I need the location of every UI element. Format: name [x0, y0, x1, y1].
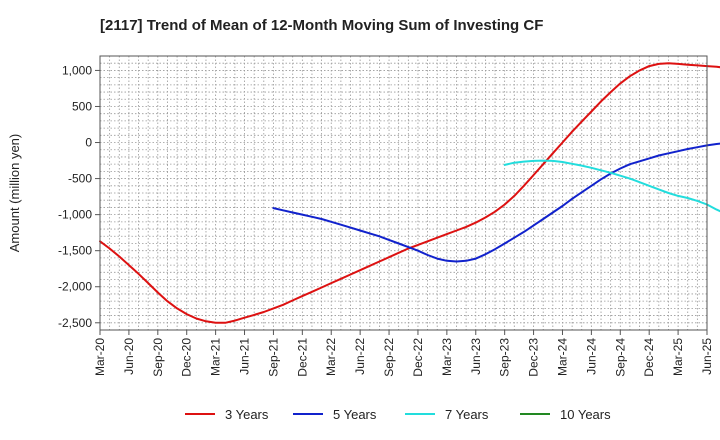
x-tick-label: Mar-25 — [671, 338, 685, 376]
y-tick-label: -2,000 — [58, 280, 92, 294]
x-tick-label: Jun-20 — [122, 338, 136, 375]
y-tick-label: 1,000 — [62, 63, 92, 77]
x-tick-label: Dec-20 — [180, 338, 194, 377]
plot-area — [100, 56, 707, 330]
legend-label-3-years: 3 Years — [225, 407, 269, 422]
x-tick-label: Mar-22 — [324, 338, 338, 376]
legend-label-10-years: 10 Years — [560, 407, 611, 422]
series-line-5-years — [272, 142, 720, 263]
y-tick-label: -2,500 — [58, 316, 92, 330]
series-lines — [99, 62, 720, 324]
x-tick-labels: Mar-20 Jun-20 Sep-20 Dec-20 Mar-21 Jun-21 Sep-… — [93, 330, 714, 377]
y-tick-label: 0 — [85, 136, 92, 150]
legend-label-7-years: 7 Years — [445, 407, 489, 422]
grid — [99, 55, 708, 331]
x-tick-label: Dec-24 — [642, 338, 656, 377]
series-line-3-years — [99, 62, 720, 324]
x-tick-label: Jun-24 — [584, 338, 598, 375]
y-tick-label: -500 — [68, 172, 92, 186]
x-tick-label: Sep-21 — [266, 338, 280, 377]
x-tick-label: Dec-23 — [527, 338, 541, 377]
x-tick-label: Mar-23 — [440, 338, 454, 376]
x-tick-label: Sep-24 — [613, 338, 627, 377]
x-tick-label: Mar-21 — [209, 338, 223, 376]
y-tick-labels: 1,000 500 0 -500 -1,000 -1,500 -2,000 -2,500 — [58, 63, 100, 330]
x-tick-label: Dec-22 — [411, 338, 425, 377]
y-axis-label: Amount (million yen) — [7, 134, 22, 253]
x-tick-label: Dec-21 — [295, 338, 309, 377]
x-tick-label: Mar-20 — [93, 338, 107, 376]
legend-label-5-years: 5 Years — [333, 407, 377, 422]
x-tick-label: Sep-23 — [498, 338, 512, 377]
x-tick-label: Sep-22 — [382, 338, 396, 377]
y-tick-label: -1,500 — [58, 244, 92, 258]
x-tick-label: Sep-20 — [151, 338, 165, 377]
y-tick-label: -1,000 — [58, 208, 92, 222]
x-tick-label: Mar-24 — [555, 338, 569, 376]
legend: 3 Years 5 Years 7 Years 10 Years — [185, 407, 611, 422]
x-tick-label: Jun-25 — [700, 338, 714, 375]
y-tick-label: 500 — [72, 99, 92, 113]
plot-frame — [99, 55, 708, 331]
x-tick-label: Jun-21 — [238, 338, 252, 375]
x-tick-label: Jun-23 — [469, 338, 483, 375]
x-tick-label: Jun-22 — [353, 338, 367, 375]
series-line-7-years — [503, 159, 720, 213]
chart-title: [2117] Trend of Mean of 12-Month Moving … — [100, 17, 543, 34]
